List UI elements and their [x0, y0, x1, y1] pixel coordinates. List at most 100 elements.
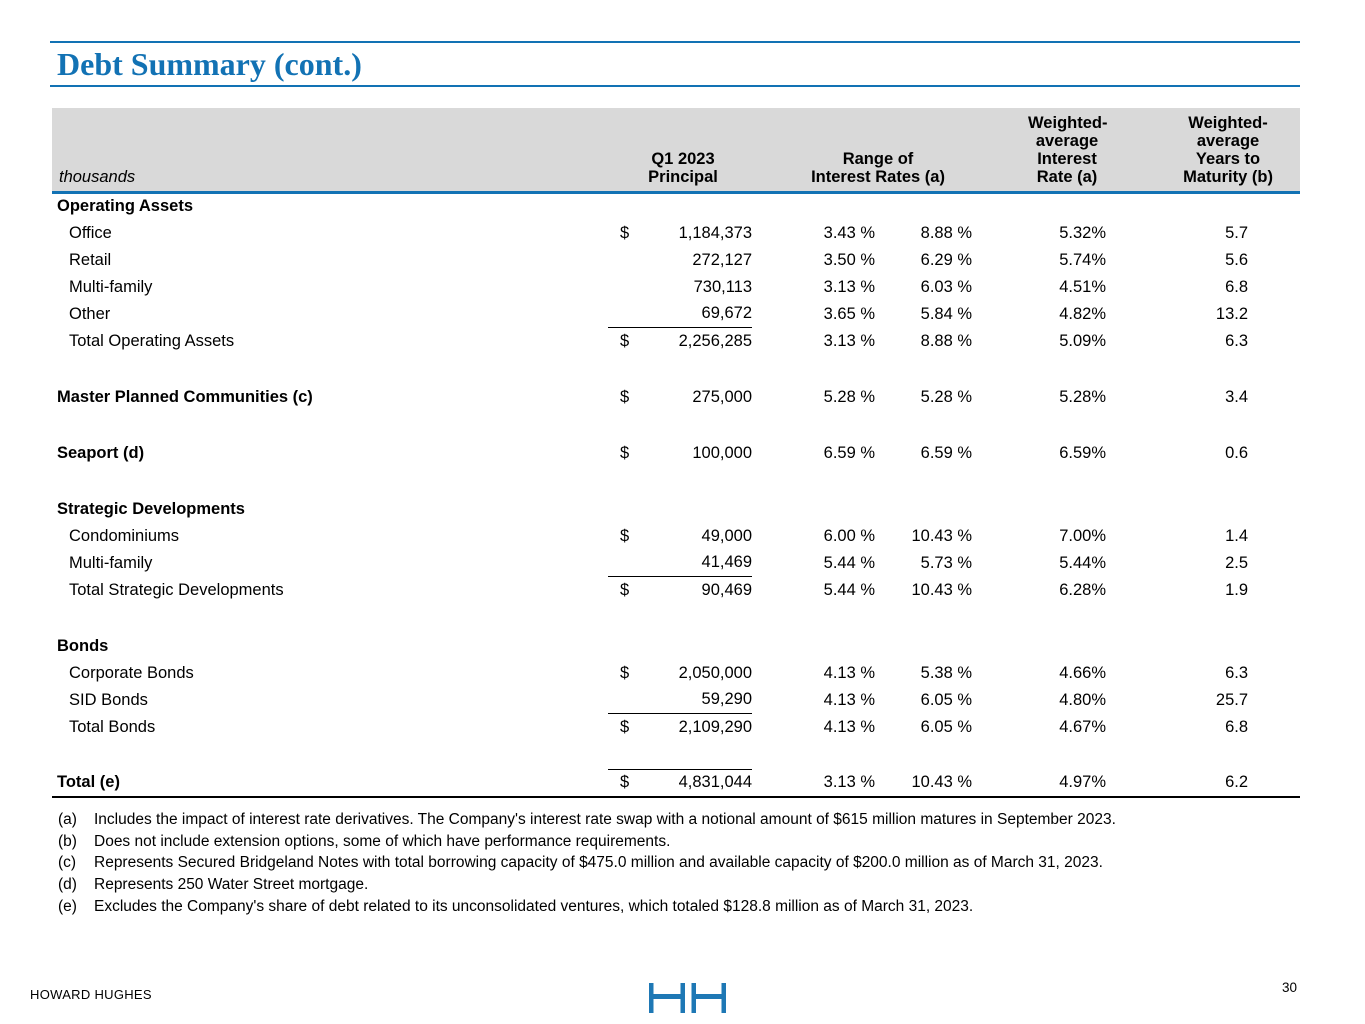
footnote: (c) Represents Secured Bridgeland Notes …	[58, 852, 1318, 874]
column-header-interest-range: Range of Interest Rates (a)	[752, 108, 973, 193]
cell-label: Other	[69, 304, 111, 323]
cell-wa-years: 13.2	[1215, 304, 1249, 323]
table-row: Other 69,672 3.65 % 5.84 % 4.82% 13.2	[52, 300, 1300, 328]
cell-label: Seaport (d)	[57, 443, 145, 462]
cell-principal: 59,290	[636, 686, 753, 714]
cell-wa-rate	[972, 193, 1106, 220]
cell-wa-years: 5.7	[1225, 223, 1249, 242]
cell-principal: 275,000	[692, 387, 753, 406]
cell-rate-max: 6.05 %	[920, 690, 973, 709]
cell-rate-min: 6.00 %	[823, 526, 876, 545]
cell-wa-rate: 5.32%	[1059, 223, 1107, 242]
cell-rate-min: 6.59 %	[823, 443, 876, 462]
footnote: (a) Includes the impact of interest rate…	[58, 809, 1318, 831]
cell-dollar	[608, 633, 636, 660]
cell-rate-max: 8.88 %	[920, 331, 973, 350]
cell-wa-rate: 6.28%	[1059, 580, 1107, 599]
cell-label: Multi-family	[69, 553, 153, 572]
cell-principal	[636, 741, 752, 770]
cell-dollar	[608, 741, 636, 770]
cell-wa-rate	[972, 633, 1106, 660]
column-header-line: Q1 2023	[651, 150, 715, 168]
cell-wa-rate: 4.67%	[1059, 717, 1107, 736]
cell-wa-rate: 4.82%	[1059, 304, 1107, 323]
debt-summary-table: thousands Q1 2023 Principal Range of Int…	[52, 108, 1301, 798]
cell-dollar	[608, 193, 636, 220]
cell-rate-max	[875, 604, 972, 633]
cell-principal	[636, 411, 752, 440]
cell-wa-years: 6.3	[1225, 331, 1249, 350]
cell-wa-rate: 7.00%	[1059, 526, 1107, 545]
cell-rate-max: 8.88 %	[920, 223, 973, 242]
cell-dollar	[608, 411, 636, 440]
footer-brand: HOWARD HUGHES	[30, 987, 152, 1002]
cell-wa-years: 3.4	[1225, 387, 1249, 406]
footnote-marker: (e)	[58, 897, 77, 915]
table-row: Corporate Bonds $2,050,000 4.13 % 5.38 % 4.6…	[52, 660, 1300, 687]
cell-dollar	[608, 686, 636, 714]
column-header-line: Years to	[1195, 150, 1261, 168]
cell-wa-years	[1106, 633, 1300, 660]
table-row: Retail 272,127 3.50 % 6.29 % 5.74% 5.6	[52, 247, 1300, 274]
cell-rate-min: 3.13 %	[823, 277, 876, 296]
cell-wa-rate: 4.66%	[1059, 663, 1107, 682]
cell-principal: 49,000	[701, 526, 753, 545]
cell-rate-min: 3.13 %	[823, 773, 876, 791]
cell-principal: 2,109,290	[678, 717, 753, 736]
column-header-line: Maturity (b)	[1183, 168, 1273, 186]
cell-wa-rate: 6.59%	[1059, 443, 1107, 462]
cell-wa-rate	[972, 496, 1106, 523]
title-block: Debt Summary (cont.)	[50, 41, 1300, 87]
cell-principal: 2,256,285	[678, 331, 753, 350]
cell-principal: 41,469	[636, 549, 753, 577]
cell-rate-max	[875, 633, 972, 660]
cell-principal	[636, 355, 752, 384]
table-row: Total Strategic Developments $90,469 5.44 …	[52, 577, 1300, 604]
table-spacer-row	[52, 411, 1300, 440]
cell-rate-min: 5.28 %	[823, 387, 876, 406]
cell-principal: 1,184,373	[678, 223, 753, 242]
cell-dollar	[608, 355, 636, 384]
table-row: Total (e) $4,831,044 3.13 % 10.43 % 4.97% 6.2	[52, 769, 1300, 797]
cell-label: Condominiums	[69, 526, 180, 545]
cell-principal: 2,050,000	[678, 663, 753, 682]
cell-label: Operating Assets	[57, 197, 194, 216]
cell-rate-max: 5.73 %	[920, 553, 973, 572]
table-row: Seaport (d) $100,000 6.59 % 6.59 % 6.59% 0.6	[52, 440, 1300, 467]
cell-rate-min: 5.44 %	[823, 553, 876, 572]
cell-label: Bonds	[57, 636, 109, 655]
cell-rate-min: 5.44 %	[823, 580, 876, 599]
table-spacer-row	[52, 467, 1300, 496]
cell-wa-rate: 5.28%	[1059, 387, 1107, 406]
cell-wa-years	[1106, 193, 1300, 220]
cell-rate-min	[752, 496, 875, 523]
cell-label: Corporate Bonds	[69, 663, 194, 682]
table-spacer-row	[52, 741, 1300, 770]
cell-label: SID Bonds	[69, 690, 148, 709]
cell-dollar	[608, 604, 636, 633]
column-header-line: Interest Rates (a)	[811, 168, 945, 186]
cell-rate-max: 10.43 %	[911, 773, 973, 791]
column-header-line: Range of	[842, 150, 914, 168]
cell-rate-min	[752, 604, 875, 633]
howard-hughes-logo-icon	[649, 983, 726, 1018]
cell-wa-years	[1106, 355, 1300, 384]
table-spacer-row	[52, 355, 1300, 384]
cell-dollar: $	[620, 443, 630, 462]
cell-wa-rate: 5.74%	[1059, 250, 1107, 269]
cell-wa-years	[1106, 741, 1300, 770]
cell-dollar	[608, 549, 636, 577]
cell-wa-rate: 4.51%	[1059, 277, 1107, 296]
footnote-marker: (c)	[58, 854, 77, 872]
cell-wa-years: 1.4	[1225, 526, 1249, 545]
cell-wa-years	[1106, 467, 1300, 496]
cell-label: Total (e)	[57, 773, 120, 791]
table-header-row: thousands Q1 2023 Principal Range of Int…	[52, 108, 1301, 193]
footnote-text: Does not include extension options, some…	[94, 832, 671, 850]
cell-rate-min: 4.13 %	[823, 690, 876, 709]
cell-label: Master Planned Communities (c)	[57, 387, 313, 406]
cell-principal	[636, 467, 752, 496]
cell-wa-rate	[972, 604, 1106, 633]
cell-principal	[636, 193, 752, 220]
cell-principal: 730,113	[693, 277, 753, 296]
